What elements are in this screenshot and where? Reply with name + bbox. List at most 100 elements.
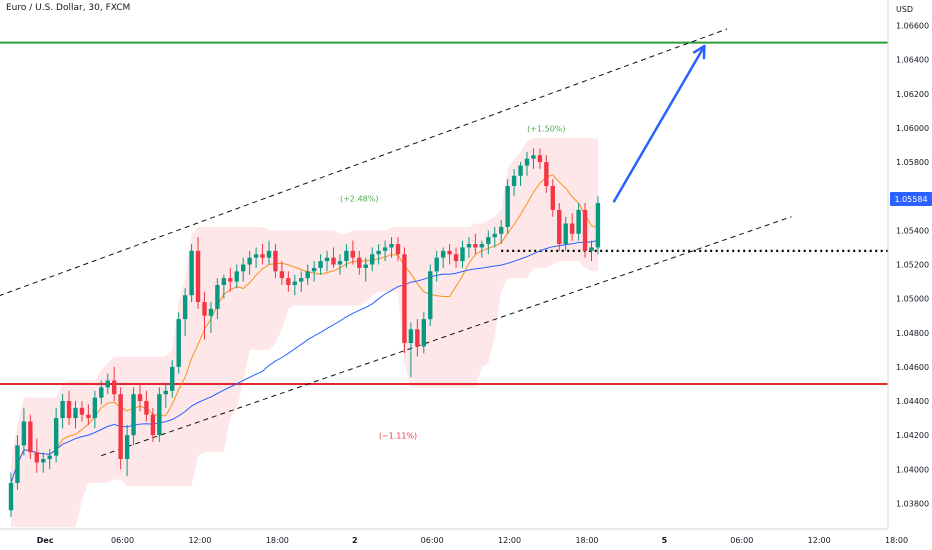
- candle: [118, 387, 123, 470]
- candle: [370, 247, 375, 272]
- candle-body: [531, 155, 536, 159]
- candle-body: [273, 250, 278, 272]
- candle: [460, 240, 465, 268]
- candle-body: [499, 226, 504, 234]
- candle-body: [460, 247, 465, 262]
- candle-body: [99, 387, 104, 398]
- candle-body: [492, 233, 497, 238]
- candle-body: [415, 329, 420, 347]
- candle: [202, 291, 207, 340]
- candle-body: [589, 247, 594, 251]
- candle: [150, 407, 156, 442]
- candle: [324, 250, 330, 272]
- candle-body: [47, 455, 52, 460]
- candle-body: [569, 223, 575, 234]
- candle: [73, 401, 78, 429]
- candle-body: [189, 250, 194, 296]
- candle: [518, 162, 523, 187]
- candle: [144, 390, 149, 422]
- x-tick-label: 18:00: [885, 536, 908, 545]
- candle-body: [337, 261, 343, 265]
- candle: [221, 274, 227, 299]
- candle-body: [28, 421, 33, 453]
- x-tick-label: 18:00: [575, 536, 598, 545]
- candle-body: [170, 366, 175, 391]
- candle: [505, 179, 510, 234]
- candle-body: [550, 186, 555, 210]
- volatility-band-area: [11, 138, 598, 528]
- candle: [260, 244, 265, 265]
- candle-body: [557, 209, 562, 245]
- candle: [311, 261, 317, 282]
- candle: [208, 302, 214, 333]
- candle: [124, 424, 130, 477]
- candle-body: [505, 186, 510, 227]
- candle: [266, 240, 272, 265]
- x-tick-label: 06:00: [730, 536, 753, 545]
- candle: [105, 373, 110, 395]
- x-tick-label: 12:00: [188, 536, 211, 545]
- candle: [215, 278, 220, 320]
- candle: [195, 237, 201, 309]
- candle-body: [376, 250, 381, 255]
- candle-body: [137, 394, 143, 402]
- candle-body: [253, 254, 259, 258]
- candle: [479, 240, 485, 258]
- candle-body: [402, 254, 407, 343]
- y-tick-label: 1.04400: [896, 397, 929, 406]
- candle-body: [595, 203, 601, 248]
- candle-body: [395, 244, 401, 255]
- candle: [131, 387, 136, 446]
- volatility-band: [11, 138, 598, 528]
- candle: [170, 360, 175, 398]
- candle-body: [66, 401, 72, 419]
- last-price-label: 1.05584: [894, 195, 927, 204]
- candle-body: [131, 394, 136, 436]
- candle: [382, 240, 388, 262]
- candle-body: [118, 394, 123, 460]
- candle-body: [221, 278, 227, 285]
- candle-body: [318, 261, 323, 268]
- candle-body: [421, 319, 426, 347]
- candle: [228, 267, 233, 292]
- candle-body: [466, 244, 472, 248]
- candle: [286, 271, 291, 292]
- candle-body: [86, 414, 91, 419]
- percent-change-label: (−1.11%): [379, 432, 417, 441]
- candle-body: [344, 250, 349, 262]
- y-tick-label: 1.05000: [896, 295, 929, 304]
- candle: [569, 213, 575, 241]
- candle: [247, 250, 252, 275]
- candle: [389, 237, 394, 258]
- candle-body: [331, 257, 336, 265]
- candle-body: [124, 435, 130, 460]
- candle-body: [434, 257, 439, 272]
- candle-body: [576, 209, 581, 234]
- candle-body: [34, 452, 39, 463]
- candle: [176, 312, 181, 374]
- slow-ma-line: [10, 239, 599, 484]
- candle: [292, 274, 297, 296]
- candle-body: [389, 244, 394, 248]
- candle: [402, 247, 407, 354]
- candle: [28, 414, 33, 460]
- candle-body: [182, 295, 188, 320]
- candle: [589, 240, 594, 262]
- candle-body: [60, 401, 65, 419]
- x-tick-label: Dec: [37, 536, 54, 545]
- candle-body: [157, 394, 162, 436]
- forecast-arrow-head: [692, 44, 706, 54]
- candle: [15, 435, 20, 490]
- candle: [492, 226, 497, 248]
- candle-body: [215, 284, 220, 309]
- candle: [53, 407, 59, 463]
- candle: [241, 257, 246, 282]
- candle: [163, 383, 168, 408]
- forecast-arrow: [612, 44, 706, 203]
- candle-body: [524, 158, 530, 166]
- candle-body: [447, 250, 452, 255]
- annotations: (+2.48%) (+1.50%) (−1.11%): [340, 124, 565, 440]
- y-tick-label: 1.06600: [896, 22, 929, 31]
- y-tick-label: 1.04000: [896, 465, 929, 474]
